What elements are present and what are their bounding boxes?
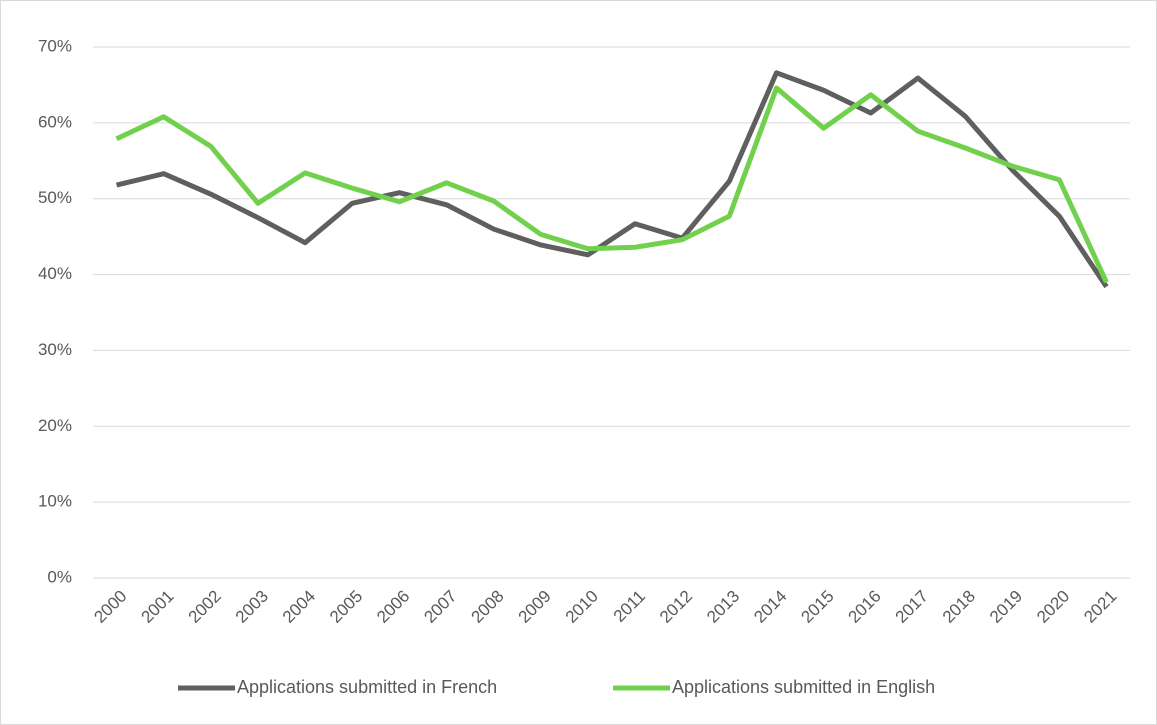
y-tick-label: 40% <box>38 264 72 283</box>
y-tick-label: 30% <box>38 340 72 359</box>
y-tick-label: 20% <box>38 416 72 435</box>
y-tick-label: 70% <box>38 36 72 55</box>
y-tick-label: 60% <box>38 112 72 131</box>
legend-label: Applications submitted in English <box>672 677 935 697</box>
y-tick-label: 50% <box>38 188 72 207</box>
series-line <box>115 70 1109 289</box>
y-tick-label: 10% <box>38 492 72 511</box>
y-tick-label: 0% <box>47 567 72 586</box>
series-line <box>115 85 1109 284</box>
legend-label: Applications submitted in French <box>237 677 497 697</box>
